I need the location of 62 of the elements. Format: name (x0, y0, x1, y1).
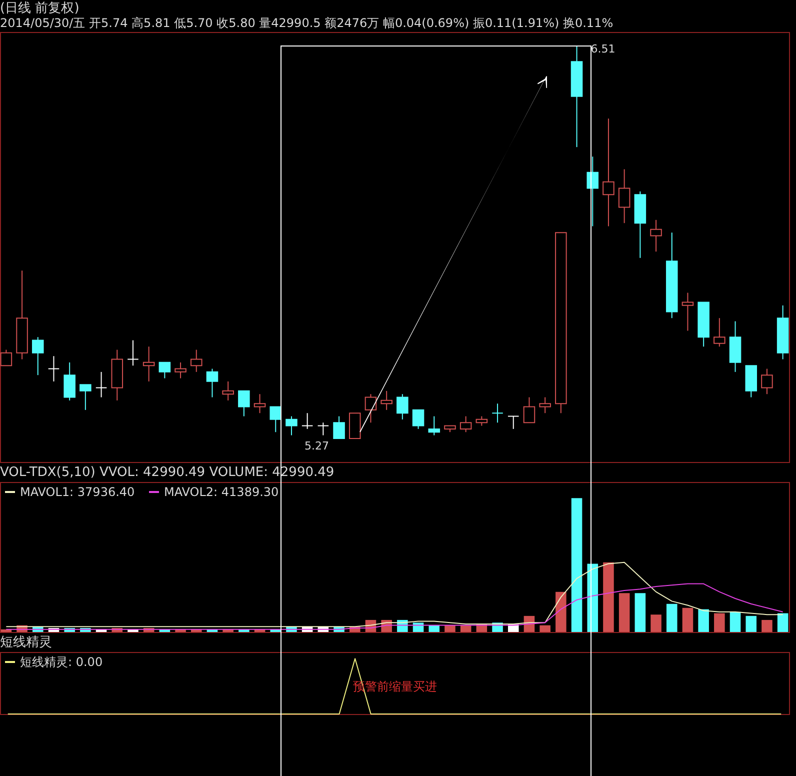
candlestick (333, 416, 345, 439)
candlestick (364, 394, 377, 424)
legend-label: MAVOL1: 37936.40 (20, 485, 135, 499)
bar (428, 625, 440, 632)
candlestick (127, 340, 139, 366)
bar (634, 593, 646, 632)
candlestick (507, 416, 520, 430)
candlestick (286, 416, 298, 436)
candlestick (618, 168, 630, 224)
candlestick (238, 390, 250, 417)
legend-label: MAVOL2: 41389.30 (164, 485, 279, 499)
candlestick (95, 371, 108, 398)
bar (540, 625, 550, 632)
bar (682, 608, 694, 632)
candlestick (254, 394, 266, 414)
candlestick (174, 362, 186, 379)
candlestick (476, 416, 488, 426)
bar (556, 592, 566, 632)
candlestick (539, 396, 551, 414)
candlestick (222, 380, 234, 401)
bar (762, 620, 772, 632)
candlestick (317, 422, 330, 436)
bar (746, 616, 757, 632)
candlestick (380, 390, 392, 410)
text: 5.27 (304, 439, 330, 452)
candlestick (190, 349, 202, 372)
bar (698, 609, 709, 632)
bar (666, 604, 678, 632)
candlestick (492, 403, 504, 424)
legend-label: 短线精灵: 0.00 (20, 655, 103, 669)
candlestick (523, 396, 536, 424)
candlestick (602, 118, 614, 227)
candlestick (32, 336, 44, 376)
candlestick (428, 416, 440, 436)
bar (603, 562, 614, 632)
candlestick (396, 394, 408, 420)
candlestick (682, 292, 694, 332)
candlestick (761, 368, 773, 395)
chart-title: 短线精灵 (0, 635, 52, 650)
candlestick (48, 356, 60, 382)
candlestick (142, 346, 155, 382)
bar (714, 613, 725, 632)
candlestick (158, 362, 171, 379)
candlestick (301, 412, 314, 430)
candlestick (714, 318, 726, 348)
chart-subtitle: 2014/05/30/五 开5.74 高5.81 低5.70 收5.80 量42990.5 额2476万 幅0.04(0.69%) 振0.11(1.91%) 换0.11% (0, 16, 614, 30)
candlestick (80, 384, 92, 410)
candlestick (586, 156, 599, 227)
bar (444, 625, 456, 632)
bar (571, 498, 582, 632)
candlestick (412, 409, 424, 430)
candlestick (270, 406, 282, 433)
bar (618, 593, 630, 632)
candlestick (64, 362, 76, 401)
bar (730, 612, 741, 632)
candlestick (650, 219, 662, 252)
candlestick (460, 416, 472, 433)
candlestick (206, 368, 218, 398)
chart-title: (日线 前复权) (0, 1, 80, 16)
annotation: 6.51 (590, 42, 616, 56)
bar (650, 614, 662, 632)
bar (777, 613, 788, 632)
